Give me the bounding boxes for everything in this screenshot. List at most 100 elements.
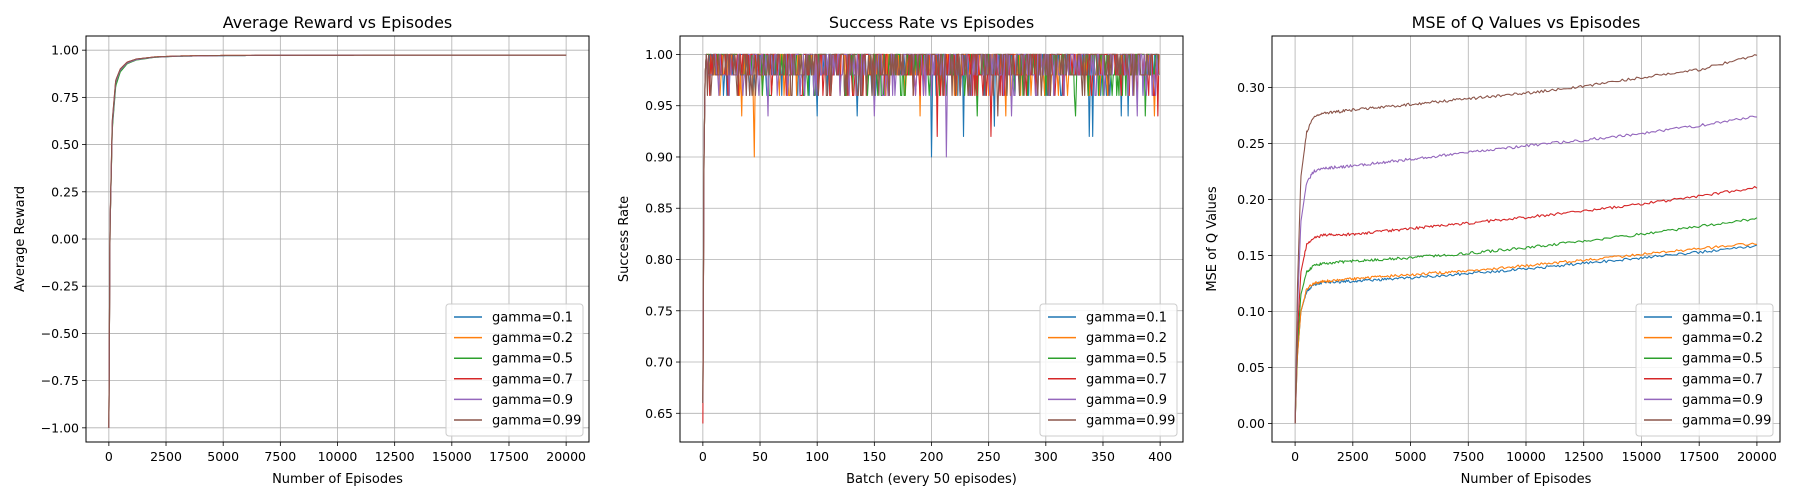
y-tick-label: 0.25 [1237,136,1265,151]
y-tick-label: 0.00 [51,232,79,247]
x-tick-label: 0 [1291,449,1299,464]
x-tick-label: 2500 [150,449,182,464]
legend-label: gamma=0.7 [1086,372,1167,387]
y-tick-label: −0.75 [41,373,79,388]
x-tick-label: 7500 [1452,449,1484,464]
reward-title: Average Reward vs Episodes [223,13,453,32]
y-tick-label: 0.85 [645,201,673,216]
reward-y-axis-label: Average Reward [13,186,28,292]
legend-label: gamma=0.7 [1682,372,1763,387]
legend-label: gamma=0.5 [492,352,573,367]
legend-label: gamma=0.9 [1086,393,1167,408]
mse-y-ticks: 0.00 0.05 0.10 0.15 0.20 0.25 0.30 [1237,80,1272,431]
reward-x-axis-label: Number of Episodes [272,472,403,487]
x-tick-label: 300 [1034,449,1058,464]
success-y-ticks: 0.65 0.70 0.75 0.80 0.85 0.90 0.95 1.00 [645,47,680,421]
reward-y-ticks: −1.00 −0.75 −0.50 −0.25 0.00 0.25 0.50 0.75 1.00 [41,43,86,435]
legend-label: gamma=0.1 [492,311,573,326]
legend-label: gamma=0.99 [492,414,581,429]
series-line-gamma=0.2 [1294,242,1757,424]
x-tick-label: 2500 [1337,449,1369,464]
y-tick-label: 0.80 [645,252,673,267]
x-tick-label: 0 [105,449,113,464]
series-line-gamma=0.99 [702,53,1159,404]
reward-series [108,54,567,428]
x-tick-label: 0 [699,449,707,464]
reward-legend: gamma=0.1 gamma=0.2 gamma=0.5 gamma=0.7 gamm… [445,303,584,437]
legend-label: gamma=0.1 [1086,311,1167,326]
x-tick-label: 10000 [1506,449,1546,464]
y-tick-label: 0.05 [1237,360,1265,375]
reward-x-ticks: 0 2500 5000 7500 10000 12500 15000 17500 20000 [105,442,586,464]
y-tick-label: 0.25 [51,184,79,199]
x-tick-label: 7500 [264,449,296,464]
x-tick-label: 12500 [375,449,415,464]
x-tick-label: 15000 [432,449,472,464]
success-y-axis-label: Success Rate [617,196,632,282]
x-tick-label: 10000 [318,449,358,464]
success-x-ticks: 0 50 100 150 200 250 300 350 400 [699,442,1172,464]
y-tick-label: −1.00 [41,420,79,435]
y-tick-label: 0.30 [1237,80,1265,95]
y-tick-label: 0.10 [1237,304,1265,319]
legend-label: gamma=0.7 [492,372,573,387]
success-x-axis-label: Batch (every 50 episodes) [846,472,1017,487]
legend-label: gamma=0.99 [1682,414,1771,429]
y-tick-label: 0.95 [645,98,673,113]
legend-label: gamma=0.9 [492,393,573,408]
y-tick-label: 0.00 [1237,416,1265,431]
legend-label: gamma=0.1 [1682,311,1763,326]
x-tick-label: 15000 [1622,449,1662,464]
y-tick-label: 0.75 [51,90,79,105]
y-tick-label: 1.00 [645,47,673,62]
mse-x-ticks: 0 2500 5000 7500 10000 12500 15000 17500 20000 [1291,442,1777,464]
legend-label: gamma=0.5 [1086,352,1167,367]
success-legend: gamma=0.1 gamma=0.2 gamma=0.5 gamma=0.7 gamm… [1039,303,1178,437]
x-tick-label: 12500 [1564,449,1604,464]
y-tick-label: −0.25 [41,279,79,294]
x-tick-label: 5000 [1395,449,1427,464]
mse-panel: MSE of Q Values vs Episodes 0 2500 5000 750… [1205,13,1781,487]
y-tick-label: 0.50 [51,137,79,152]
x-tick-label: 50 [752,449,768,464]
success-series [702,53,1160,424]
series-line-gamma=0.9 [1294,115,1757,424]
mse-title: MSE of Q Values vs Episodes [1412,13,1641,32]
legend-label: gamma=0.2 [492,331,573,346]
x-tick-label: 350 [1091,449,1115,464]
mse-series [1294,54,1758,424]
y-tick-label: 0.15 [1237,248,1265,263]
y-tick-label: 1.00 [51,43,79,58]
success-panel: Success Rate vs Episodes 0 50 100 150 200 250… [617,13,1184,487]
success-title: Success Rate vs Episodes [829,13,1034,32]
legend-label: gamma=0.2 [1086,331,1167,346]
x-tick-label: 20000 [546,449,586,464]
x-tick-label: 20000 [1737,449,1777,464]
x-tick-label: 200 [920,449,944,464]
y-tick-label: 0.70 [645,355,673,370]
x-tick-label: 17500 [1679,449,1719,464]
legend-label: gamma=0.2 [1682,331,1763,346]
x-tick-label: 150 [862,449,886,464]
legend-label: gamma=0.9 [1682,393,1763,408]
series-line-gamma=0.99 [1294,54,1758,424]
series-line-gamma=0.5 [1294,217,1758,424]
x-tick-label: 100 [805,449,829,464]
mse-x-axis-label: Number of Episodes [1461,472,1592,487]
series-line-gamma=0.99 [108,54,567,428]
x-tick-label: 5000 [207,449,239,464]
y-tick-label: 0.20 [1237,192,1265,207]
y-tick-label: 0.90 [645,149,673,164]
mse-y-axis-label: MSE of Q Values [1205,186,1220,292]
mse-legend: gamma=0.1 gamma=0.2 gamma=0.5 gamma=0.7 gamm… [1635,303,1774,437]
x-tick-label: 400 [1148,449,1172,464]
series-line-gamma=0.1 [1294,244,1758,424]
series-line-gamma=0.7 [1294,185,1758,424]
y-tick-label: 0.75 [645,303,673,318]
y-tick-label: 0.65 [645,406,673,421]
series-line-gamma=0.9 [702,53,1159,404]
x-tick-label: 17500 [489,449,529,464]
legend-label: gamma=0.5 [1682,352,1763,367]
y-tick-label: −0.50 [41,326,79,341]
